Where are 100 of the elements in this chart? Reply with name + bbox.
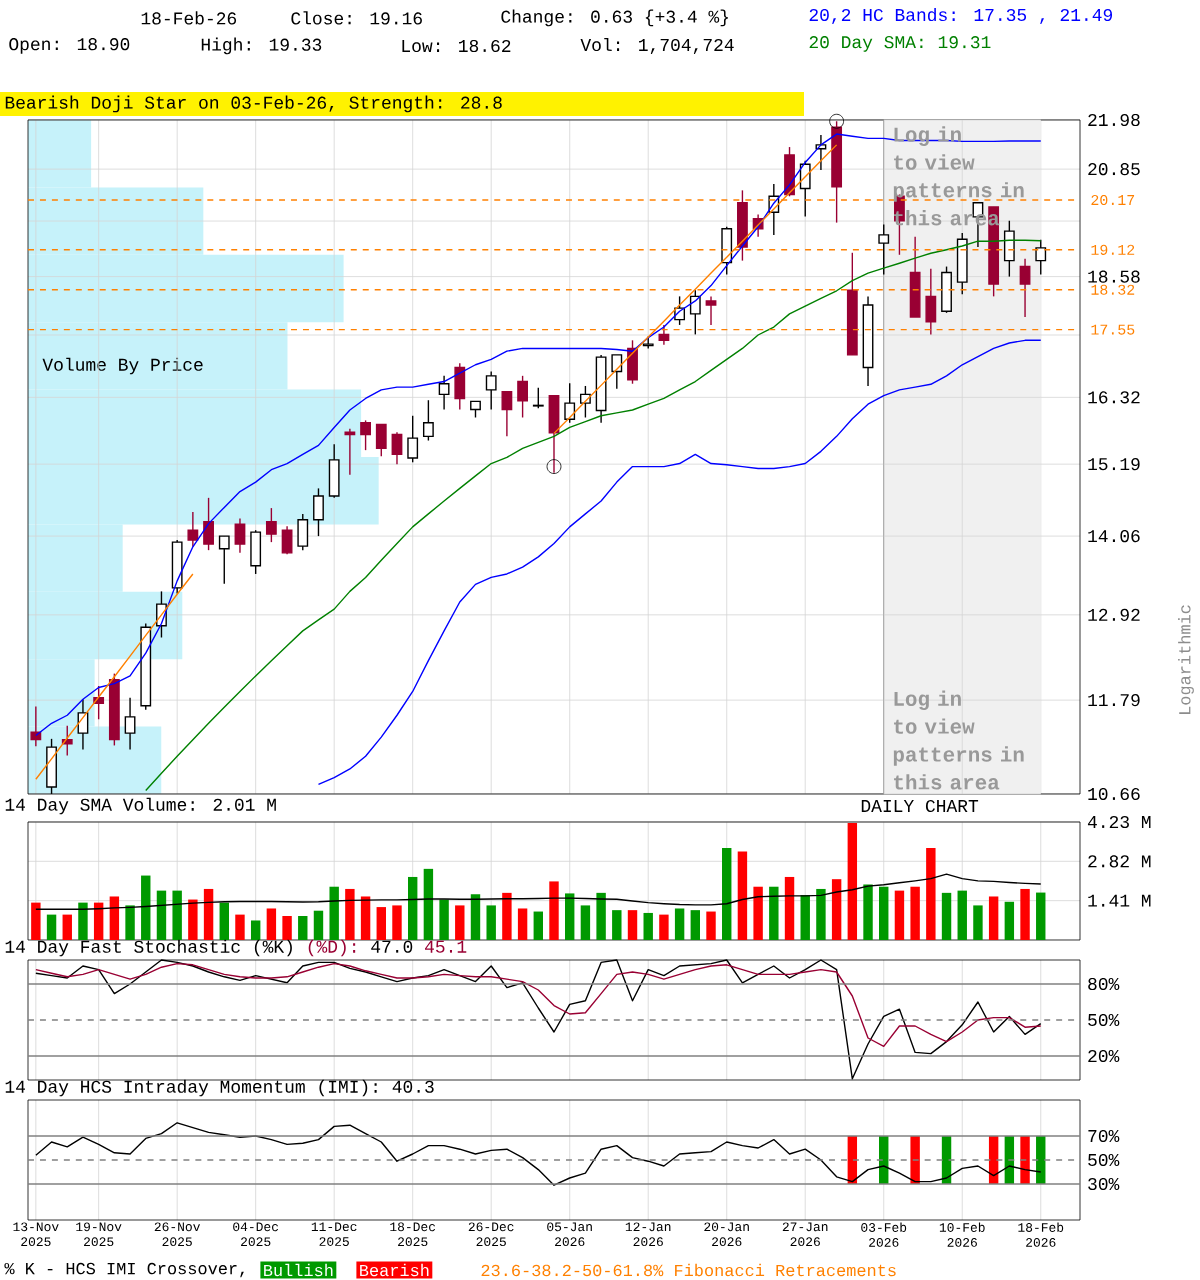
candlestick [265, 507, 277, 543]
candlestick [517, 375, 528, 419]
bar [313, 910, 324, 940]
bar [203, 888, 214, 940]
candlestick [705, 295, 717, 326]
candlestick [407, 415, 419, 463]
text: Volume By Price [42, 357, 203, 375]
y-tick-label: 15.19 [1088, 458, 1140, 471]
y-tick-label: 2.82 M [1088, 855, 1151, 868]
candlestick [1003, 220, 1015, 278]
bar [329, 886, 339, 940]
bar [957, 890, 967, 940]
y-tick-label: 21.98 [1088, 113, 1140, 127]
bar [659, 914, 669, 940]
bar [737, 851, 748, 940]
bar [376, 907, 386, 940]
y-tick-label: 4.23 M [1087, 815, 1151, 829]
candlestick [1019, 257, 1031, 318]
bar [109, 896, 120, 940]
y-tick-label: 14.06 [1088, 530, 1140, 543]
text: High: 19.33 [201, 37, 322, 55]
y-tick-label: 20.85 [1088, 163, 1140, 176]
text: Low: 18.62 [402, 39, 511, 53]
bar [863, 884, 873, 940]
text: Bullish [264, 1263, 333, 1277]
candlestick [784, 146, 795, 198]
bar [250, 920, 261, 940]
annotation: Log in to view patterns in this area [893, 690, 1024, 790]
candlestick [878, 223, 890, 276]
bar [235, 914, 245, 940]
chart-title: 14 Day HCS Intraday Momentum (IMI): 40.3 [5, 1079, 434, 1097]
line-series [35, 1122, 1042, 1186]
text: Bearish Doji Star on 03-Feb-26, Strength: 28.8 [5, 95, 502, 113]
bar [1020, 888, 1030, 940]
chart-title: 14 Day SMA Volume: 2.01 M [5, 797, 276, 815]
text: 20,2 HC Bands: 17.35 , 21.49 [809, 7, 1113, 25]
text: 23.6-38.2-50-61.8% Fibonacci Retracements [481, 1263, 896, 1277]
candlestick [234, 517, 246, 554]
bar [46, 914, 57, 940]
candlestick [422, 399, 434, 442]
y-tick-label: 12.92 [1088, 608, 1140, 621]
bar [627, 910, 638, 940]
y-tick-label: 50% [1088, 1013, 1120, 1027]
candlestick [564, 382, 576, 424]
y-tick-label: 16.32 [1088, 391, 1140, 404]
bar [910, 886, 920, 940]
text: Vol: 1,704,724 [580, 37, 734, 55]
bar [502, 892, 512, 940]
bar [93, 902, 104, 940]
y-axis-title: Logarithmic [1178, 605, 1194, 714]
bar [722, 847, 732, 940]
y-tick-label: 80% [1088, 977, 1120, 991]
bar [690, 910, 701, 940]
bar [941, 892, 952, 940]
bar [172, 890, 182, 940]
bar [423, 868, 434, 940]
bar [973, 905, 983, 940]
y-tick-label: 1.41 M [1088, 894, 1151, 907]
bar [596, 892, 606, 940]
candlestick [627, 339, 638, 385]
bar [831, 879, 842, 940]
candlestick [454, 362, 466, 411]
bar [1036, 892, 1046, 940]
bar [141, 875, 151, 940]
bar [926, 847, 936, 940]
bar [156, 890, 167, 940]
candlestick [658, 324, 670, 346]
y-tick-label: 18.58 [1088, 270, 1140, 283]
bar [612, 910, 622, 940]
bar [470, 894, 481, 940]
y-tick-label: 30% [1088, 1177, 1120, 1191]
bar [125, 905, 135, 940]
candlestick [297, 513, 309, 551]
bar [784, 876, 795, 940]
text: 18-Feb-26 [141, 11, 237, 25]
bar [517, 908, 528, 940]
bar [31, 902, 41, 940]
candlestick [250, 529, 262, 575]
candlestick [501, 390, 513, 438]
chart-title: 14 Day Fast Stochastic (%K) [5, 939, 292, 957]
bar [78, 902, 88, 940]
candlestick [532, 387, 544, 409]
bar [188, 899, 198, 940]
bar [549, 881, 559, 940]
text: 20 Day SMA: 19.31 [809, 36, 991, 52]
candlestick [438, 375, 450, 411]
candlestick [909, 236, 921, 318]
bar [219, 902, 229, 940]
annotation: (%D): [308, 939, 356, 957]
y-tick-label: 20% [1088, 1049, 1120, 1063]
bar [564, 893, 575, 940]
bar [345, 888, 355, 940]
y-tick-label: 50% [1088, 1153, 1120, 1167]
bar [988, 896, 999, 940]
y-tick-label: 70% [1088, 1129, 1120, 1143]
candlestick [281, 525, 293, 555]
bar [894, 890, 905, 940]
candlestick [328, 443, 340, 499]
bar [706, 911, 716, 940]
candlestick [124, 697, 136, 751]
